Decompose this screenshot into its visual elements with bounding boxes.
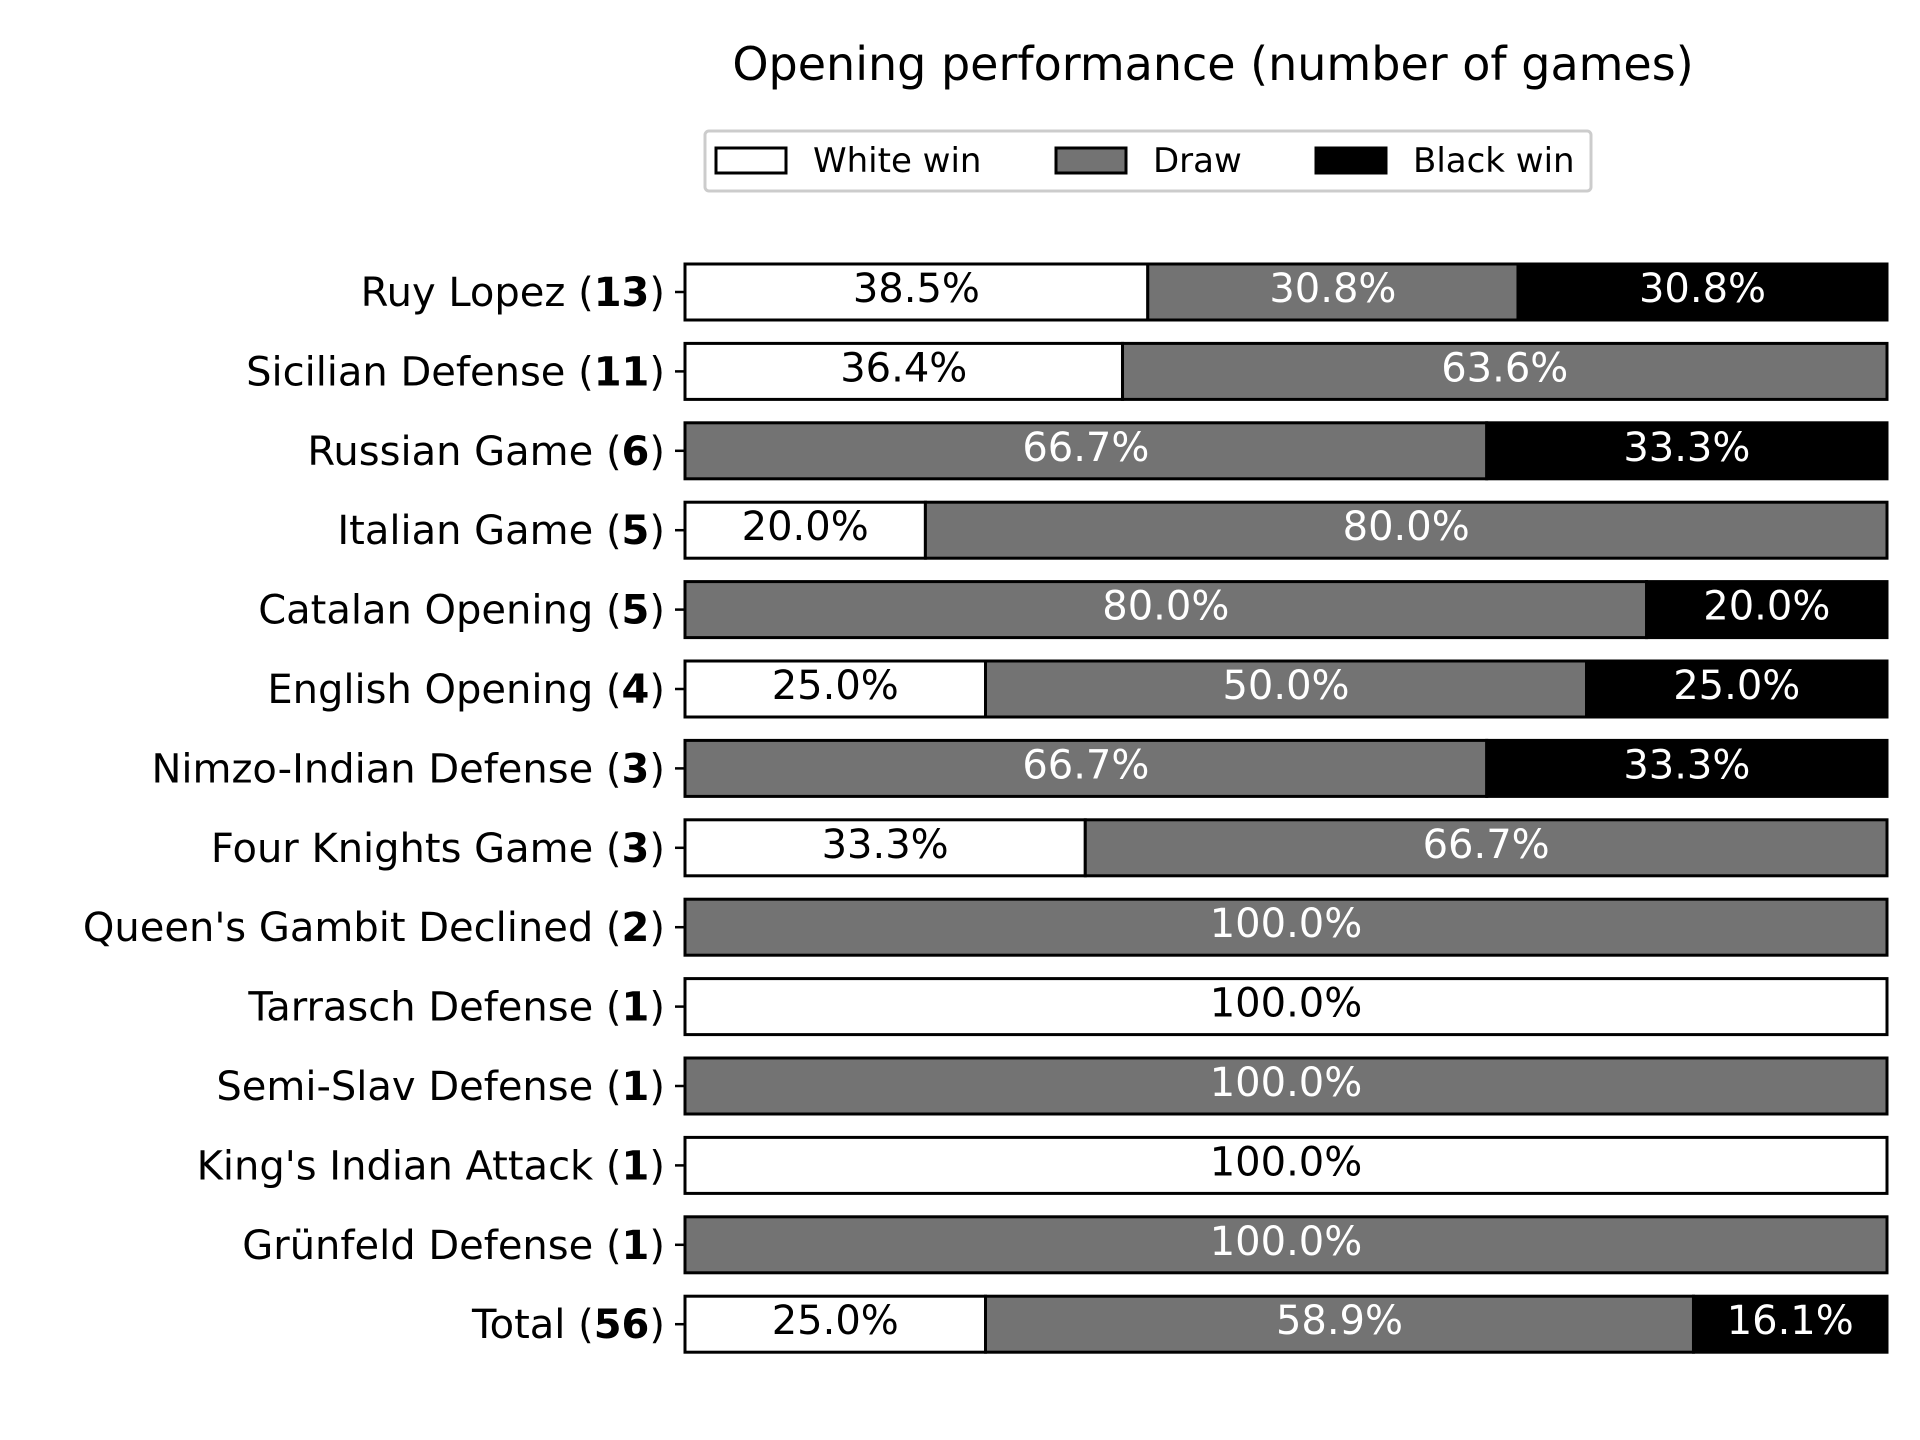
y-tick-label-tarrasch-defense: Tarrasch Defense (1)	[247, 985, 665, 1031]
bar-tarrasch-defense-white-win	[683, 977, 1889, 1037]
bar-ruy-lopez-white-win	[683, 262, 1150, 322]
data-label-english-opening-white-win: 25.0%	[772, 663, 899, 709]
legend-label-black-win: Black win	[1413, 141, 1575, 181]
data-label-ruy-lopez-black-win: 30.8%	[1639, 266, 1766, 312]
bar-nimzo-indian-defense-black-win	[1485, 738, 1889, 798]
y-tick-label-nimzo-indian-defense: Nimzo-Indian Defense (3)	[151, 746, 665, 792]
data-label-english-opening-black-win: 25.0%	[1673, 663, 1800, 709]
y-tick-label-sicilian-defense: Sicilian Defense (11)	[246, 349, 665, 395]
data-label-sicilian-defense-draw: 63.6%	[1441, 345, 1568, 391]
y-tick-label-russian-game: Russian Game (6)	[307, 429, 665, 475]
legend-swatch-black-win	[1314, 146, 1388, 175]
bar-total-black-win	[1691, 1294, 1889, 1354]
y-tick-label-queen-s-gambit-declined: Queen's Gambit Declined (2)	[83, 905, 665, 951]
bar-nimzo-indian-defense-draw	[683, 738, 1489, 798]
bar-italian-game-white-win	[683, 500, 927, 560]
data-label-total-white-win: 25.0%	[772, 1298, 899, 1344]
data-label-queen-s-gambit-declined-draw: 100.0%	[1210, 901, 1363, 947]
bar-sicilian-defense-draw	[1121, 341, 1889, 401]
legend-label-white-win: White win	[813, 141, 981, 181]
data-label-nimzo-indian-defense-black-win: 33.3%	[1623, 742, 1750, 788]
legend-swatch-white-win	[714, 146, 788, 175]
bar-queen-s-gambit-declined-draw	[683, 897, 1889, 957]
data-label-tarrasch-defense-white-win: 100.0%	[1210, 981, 1363, 1027]
y-tick-label-semi-slav-defense: Semi-Slav Defense (1)	[216, 1064, 665, 1110]
data-label-russian-game-draw: 66.7%	[1022, 425, 1149, 471]
y-tick-label-gr-nfeld-defense: Grünfeld Defense (1)	[242, 1223, 665, 1269]
data-label-four-knights-game-draw: 66.7%	[1423, 822, 1550, 868]
bar-catalan-opening-draw	[683, 580, 1649, 640]
legend: White win Draw Black win	[703, 129, 1593, 193]
y-tick-label-king-s-indian-attack: King's Indian Attack (1)	[197, 1143, 665, 1189]
data-label-king-s-indian-attack-white-win: 100.0%	[1210, 1139, 1363, 1185]
bar-russian-game-black-win	[1485, 421, 1889, 481]
data-label-italian-game-draw: 80.0%	[1343, 504, 1470, 550]
bar-king-s-indian-attack-white-win	[683, 1135, 1889, 1195]
data-label-ruy-lopez-white-win: 38.5%	[853, 266, 980, 312]
data-label-english-opening-draw: 50.0%	[1222, 663, 1349, 709]
bar-english-opening-black-win	[1585, 659, 1889, 719]
bar-italian-game-draw	[923, 500, 1889, 560]
legend-frame	[703, 129, 1593, 193]
bar-catalan-opening-black-win	[1645, 580, 1889, 640]
data-label-four-knights-game-white-win: 33.3%	[822, 822, 949, 868]
data-label-semi-slav-defense-draw: 100.0%	[1210, 1060, 1363, 1106]
bar-four-knights-game-draw	[1083, 818, 1889, 878]
bar-gr-nfeld-defense-draw	[683, 1215, 1889, 1275]
bar-total-draw	[984, 1294, 1695, 1354]
chart-title: Opening performance (number of games)	[732, 37, 1693, 91]
y-tick-label-italian-game: Italian Game (5)	[337, 508, 665, 554]
data-label-catalan-opening-draw: 80.0%	[1102, 584, 1229, 630]
data-label-catalan-opening-black-win: 20.0%	[1703, 584, 1830, 630]
legend-label-draw: Draw	[1153, 141, 1242, 181]
data-label-nimzo-indian-defense-draw: 66.7%	[1022, 742, 1149, 788]
data-label-ruy-lopez-draw: 30.8%	[1269, 266, 1396, 312]
y-tick-label-ruy-lopez: Ruy Lopez (13)	[361, 270, 665, 316]
y-axis: Ruy Lopez (13) Sicilian Defense (11) Russi…	[83, 270, 685, 1348]
data-label-sicilian-defense-white-win: 36.4%	[840, 345, 967, 391]
y-tick-label-english-opening: English Opening (4)	[267, 667, 665, 713]
legend-swatch-draw	[1054, 146, 1128, 175]
data-label-italian-game-white-win: 20.0%	[742, 504, 869, 550]
data-label-total-black-win: 16.1%	[1727, 1298, 1854, 1344]
data-label-gr-nfeld-defense-draw: 100.0%	[1210, 1219, 1363, 1265]
bar-ruy-lopez-black-win	[1516, 262, 1889, 322]
bar-semi-slav-defense-draw	[683, 1056, 1889, 1116]
data-label-total-draw: 58.9%	[1276, 1298, 1403, 1344]
y-tick-label-catalan-opening: Catalan Opening (5)	[258, 588, 665, 634]
data-label-russian-game-black-win: 33.3%	[1623, 425, 1750, 471]
y-tick-label-total: Total (56)	[471, 1302, 665, 1348]
y-tick-label-four-knights-game: Four Knights Game (3)	[211, 826, 665, 872]
bar-total-white-win	[683, 1294, 987, 1354]
bars-area: 38.5% 30.8% 30.8% 36.4% 63.6% 66.7% 33.3% 20.0%…	[683, 262, 1889, 1354]
